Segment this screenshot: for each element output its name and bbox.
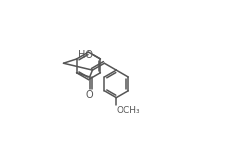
Text: O: O <box>86 90 93 100</box>
Text: OCH₃: OCH₃ <box>117 106 140 115</box>
Text: HO: HO <box>78 50 93 60</box>
